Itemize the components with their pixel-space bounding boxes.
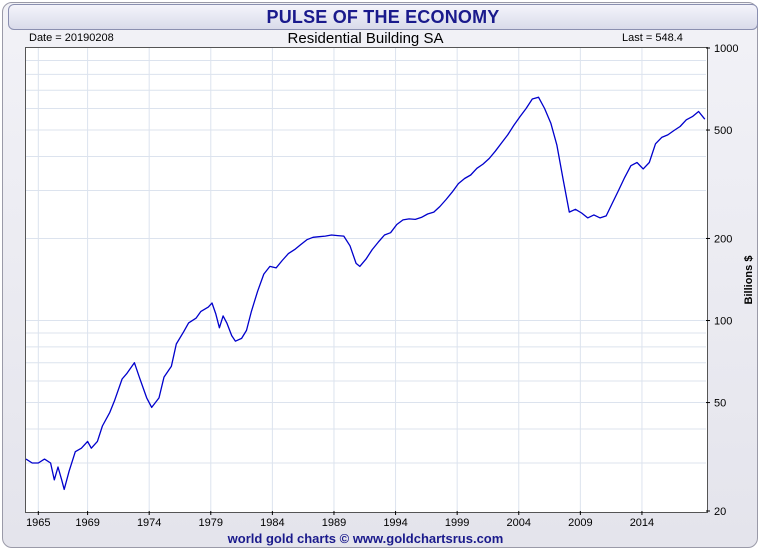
y-axis-label: Billions $ bbox=[743, 256, 755, 305]
x-tick-label: 1994 bbox=[383, 517, 407, 529]
x-tick-label: 2014 bbox=[630, 517, 654, 529]
y-tick-label: 100 bbox=[714, 316, 732, 328]
x-tick-label: 1984 bbox=[260, 517, 284, 529]
y-tick-label: 1000 bbox=[714, 43, 738, 55]
x-tick-label: 2004 bbox=[507, 517, 531, 529]
date-label: Date = 20190208 bbox=[29, 32, 114, 44]
x-tick-label: 1965 bbox=[26, 517, 50, 529]
x-tick-label: 1974 bbox=[137, 517, 161, 529]
banner-title: PULSE OF THE ECONOMY bbox=[8, 4, 758, 30]
chart-title: Residential Building SA bbox=[287, 30, 444, 47]
plot-area bbox=[25, 47, 708, 513]
x-tick-label: 1989 bbox=[322, 517, 346, 529]
x-tick-label: 2009 bbox=[568, 517, 592, 529]
series-line bbox=[25, 96, 706, 491]
y-tick-label: 500 bbox=[714, 125, 732, 137]
y-tick-label: 50 bbox=[714, 398, 726, 410]
last-value-label: Last = 548.4 bbox=[622, 32, 683, 44]
x-tick-label: 1999 bbox=[445, 517, 469, 529]
y-tick-label: 20 bbox=[714, 506, 726, 518]
x-tick-label: 1979 bbox=[199, 517, 223, 529]
footer-credit: world gold charts © www.goldchartsrus.co… bbox=[227, 531, 504, 546]
y-tick-label: 200 bbox=[714, 233, 732, 245]
x-tick-label: 1969 bbox=[75, 517, 99, 529]
